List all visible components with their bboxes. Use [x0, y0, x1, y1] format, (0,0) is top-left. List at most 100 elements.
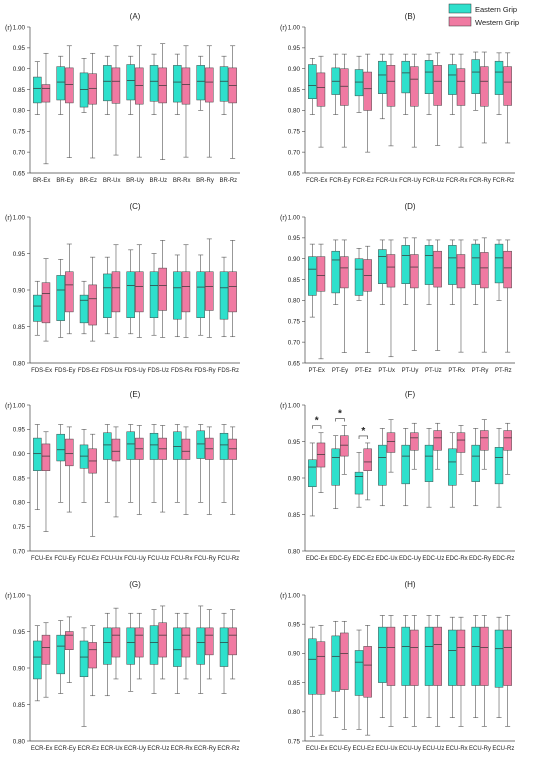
box-western-grip	[158, 43, 167, 160]
box-iqr	[135, 627, 144, 658]
legend-swatch-western	[448, 16, 472, 27]
y-tick-label: 0.95	[13, 251, 26, 258]
y-tick-label: 1.00	[288, 214, 301, 221]
box-eastern-grip	[149, 253, 159, 336]
box-western-grip	[456, 53, 466, 148]
box-eastern-grip	[126, 249, 135, 335]
box-eastern-grip	[79, 57, 89, 113]
box-iqr	[424, 444, 434, 482]
box-iqr	[456, 254, 466, 289]
x-tick-label: EDC-Ry	[469, 556, 491, 562]
box-eastern-grip	[354, 629, 364, 730]
x-tick-label: PT-Ey	[332, 368, 348, 374]
box-western-grip	[316, 55, 326, 148]
box-iqr	[433, 65, 442, 106]
box-western-grip	[386, 615, 396, 727]
y-tick-label: 1.00	[288, 592, 301, 599]
box-eastern-grip	[401, 615, 410, 718]
box-western-grip	[410, 53, 419, 148]
box-western-grip	[181, 612, 191, 680]
box-western-grip	[181, 426, 191, 515]
box-iqr	[331, 250, 340, 294]
x-tick-label: ECR-Uy	[124, 746, 146, 752]
box-iqr	[410, 254, 419, 289]
y-tick-label: 0.75	[288, 319, 301, 326]
panel-title: (C)	[129, 202, 140, 211]
box-iqr	[424, 245, 434, 285]
x-tick-label: FCR-Ry	[469, 178, 491, 184]
box-iqr	[88, 642, 97, 669]
x-tick-label: BR-Ex	[33, 178, 50, 184]
box-iqr	[456, 432, 466, 453]
box-iqr	[41, 634, 51, 665]
box-iqr	[448, 629, 457, 686]
x-tick-label: ECR-Uz	[147, 746, 169, 752]
box-iqr	[471, 626, 480, 686]
box-eastern-grip	[56, 620, 65, 694]
x-tick-label: FDS-Ex	[31, 368, 52, 374]
box-iqr	[378, 444, 387, 486]
box-western-grip	[88, 52, 97, 159]
box-iqr	[56, 275, 65, 321]
box-iqr	[111, 271, 121, 313]
box-western-grip	[433, 422, 442, 470]
box-iqr	[354, 69, 364, 97]
box-eastern-grip	[424, 615, 434, 718]
box-iqr	[41, 443, 51, 471]
box-iqr	[480, 66, 489, 107]
box-eastern-grip	[378, 615, 387, 718]
box-eastern-grip	[126, 55, 135, 115]
box-iqr	[480, 252, 489, 289]
box-eastern-grip	[308, 243, 317, 318]
x-tick-label: ECU-Uy	[399, 746, 421, 752]
panel-title: (E)	[130, 390, 141, 399]
box-iqr	[103, 65, 112, 102]
box-western-grip	[316, 432, 326, 493]
legend-label-western: Western Grip	[475, 18, 519, 27]
box-iqr	[219, 627, 229, 667]
x-tick-label: EDC-Ux	[376, 556, 398, 562]
box-iqr	[205, 271, 214, 311]
y-tick-label: 0.80	[13, 738, 26, 745]
box-iqr	[354, 650, 364, 696]
box-eastern-grip	[219, 55, 229, 115]
box-iqr	[228, 627, 237, 656]
x-tick-label: FCR-Ez	[353, 178, 374, 184]
y-tick-label: 0.75	[288, 738, 301, 745]
significance-marker: *	[338, 408, 342, 419]
box-western-grip	[158, 240, 167, 338]
box-eastern-grip	[424, 239, 434, 305]
box-eastern-grip	[494, 616, 504, 718]
box-western-grip	[456, 616, 466, 727]
box-iqr	[494, 629, 504, 688]
box-western-grip	[41, 52, 51, 165]
box-western-grip	[111, 244, 121, 338]
x-tick-label: FCR-Ex	[306, 178, 327, 184]
box-eastern-grip	[56, 424, 65, 503]
box-western-grip	[456, 425, 466, 475]
panels: (A) (r) 0.65 0.70 0.75 0.80 0.85 0.90 0.95 1.00 BR…	[5, 12, 515, 752]
x-tick-label: FCU-Uz	[147, 556, 169, 562]
box-eastern-grip	[33, 625, 42, 702]
box-iqr	[433, 250, 442, 288]
box-eastern-grip	[149, 424, 159, 503]
box-western-grip	[205, 45, 214, 158]
box-iqr	[33, 294, 42, 322]
box-western-grip	[111, 607, 121, 680]
box-iqr	[363, 448, 372, 471]
box-iqr	[126, 627, 135, 665]
box-iqr	[149, 625, 159, 665]
box-eastern-grip	[219, 612, 229, 694]
x-tick-label: PT-Rx	[448, 368, 465, 374]
box-eastern-grip	[219, 256, 229, 338]
box-iqr	[433, 430, 442, 451]
box-iqr	[354, 258, 364, 296]
box-western-grip	[363, 53, 372, 153]
y-tick-label: 1.00	[13, 24, 26, 31]
y-tick-label: 0.90	[288, 475, 301, 482]
box-eastern-grip	[471, 51, 480, 111]
box-eastern-grip	[33, 61, 42, 115]
y-tick-label: 0.90	[13, 665, 26, 672]
box-iqr	[79, 72, 89, 108]
